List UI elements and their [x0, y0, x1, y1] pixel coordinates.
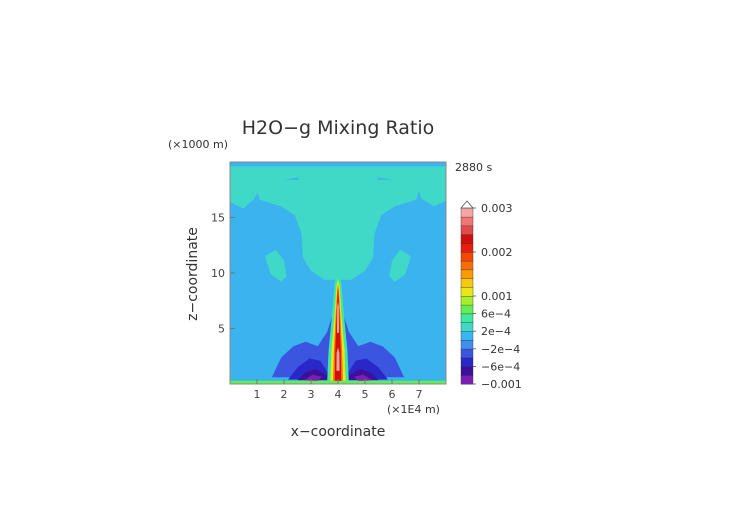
region-central-plume — [254, 179, 422, 280]
colorbar-cell — [460, 207, 474, 218]
region-column-red — [334, 288, 342, 381]
x-tick-label: 5 — [362, 388, 369, 401]
colorbar-cell — [460, 357, 474, 367]
y-tick-label: 15 — [211, 212, 225, 225]
colorbar-cell — [460, 339, 474, 350]
colorbar-label: 2e−4 — [481, 325, 511, 338]
colorbar-label: 0.002 — [481, 246, 513, 259]
colorbar-cell — [460, 375, 474, 385]
colorbar-cell — [460, 269, 474, 279]
colorbar-cell — [460, 260, 474, 271]
colorbar-label: −2e−4 — [481, 343, 520, 356]
colorbar-cell — [460, 278, 474, 288]
x-tick-label: 7 — [416, 388, 423, 401]
colorbar-labels: −0.001 −6e−4 −2e−4 2e−4 6e−4 0.001 0.002 0.003 — [473, 202, 522, 391]
colorbar-cell — [460, 331, 474, 341]
x-tick-label: 3 — [308, 388, 315, 401]
region-left-lobe — [265, 249, 287, 282]
x-axis-label: x−coordinate — [291, 424, 386, 440]
colorbar-cell — [460, 225, 474, 235]
colorbar-cell — [460, 322, 474, 332]
colorbar-cell — [460, 295, 474, 306]
colorbar-cell — [460, 313, 474, 323]
region-driest-right — [354, 374, 372, 382]
x-tick-label: 4 — [335, 388, 342, 401]
region-right-lobe — [389, 249, 411, 282]
colorbar-label: 0.003 — [481, 202, 513, 215]
y-axis-label: z−coordinate — [185, 227, 201, 321]
chart-title: H2O−g Mixing Ratio — [242, 117, 434, 139]
colorbar-cell — [460, 234, 474, 244]
plot-area: 1 2 3 4 5 6 7 5 10 15 — [211, 161, 447, 401]
region-column-blob-2 — [337, 357, 339, 366]
colorbar-label: 6e−4 — [481, 308, 511, 321]
colorbar-cell — [460, 348, 474, 359]
colorbar-cell — [460, 366, 474, 376]
colorbar-cell — [460, 251, 474, 262]
colorbar-cell — [460, 216, 474, 227]
y-tick-label: 10 — [211, 267, 225, 280]
x-tick-label: 1 — [254, 388, 261, 401]
region-driest-left — [304, 374, 322, 382]
colorbar-cell — [460, 242, 474, 253]
colorbar-cell — [460, 287, 474, 297]
time-label: 2880 s — [455, 161, 492, 174]
colorbar-cells — [460, 207, 474, 385]
colorbar-cell — [460, 304, 474, 315]
y-tick-label: 5 — [218, 323, 225, 336]
contour-regions — [230, 166, 446, 384]
x-tick-label: 6 — [389, 388, 396, 401]
region-column-blob-1 — [337, 310, 339, 325]
y-axis-ticks: 5 10 15 — [211, 212, 235, 336]
colorbar-label: −6e−4 — [481, 360, 520, 373]
colorbar-top-triangle — [460, 200, 474, 209]
colorbar-label: 0.001 — [481, 290, 513, 303]
colorbar: −0.001 −6e−4 −2e−4 2e−4 6e−4 0.001 0.002 0.003 — [460, 200, 522, 391]
colorbar-label: −0.001 — [481, 378, 522, 391]
x-axis-unit: (×1E4 m) — [387, 403, 440, 416]
y-axis-unit: (×1000 m) — [168, 138, 228, 151]
x-axis-ticks: 1 2 3 4 5 6 7 — [254, 379, 423, 401]
x-tick-label: 2 — [281, 388, 288, 401]
